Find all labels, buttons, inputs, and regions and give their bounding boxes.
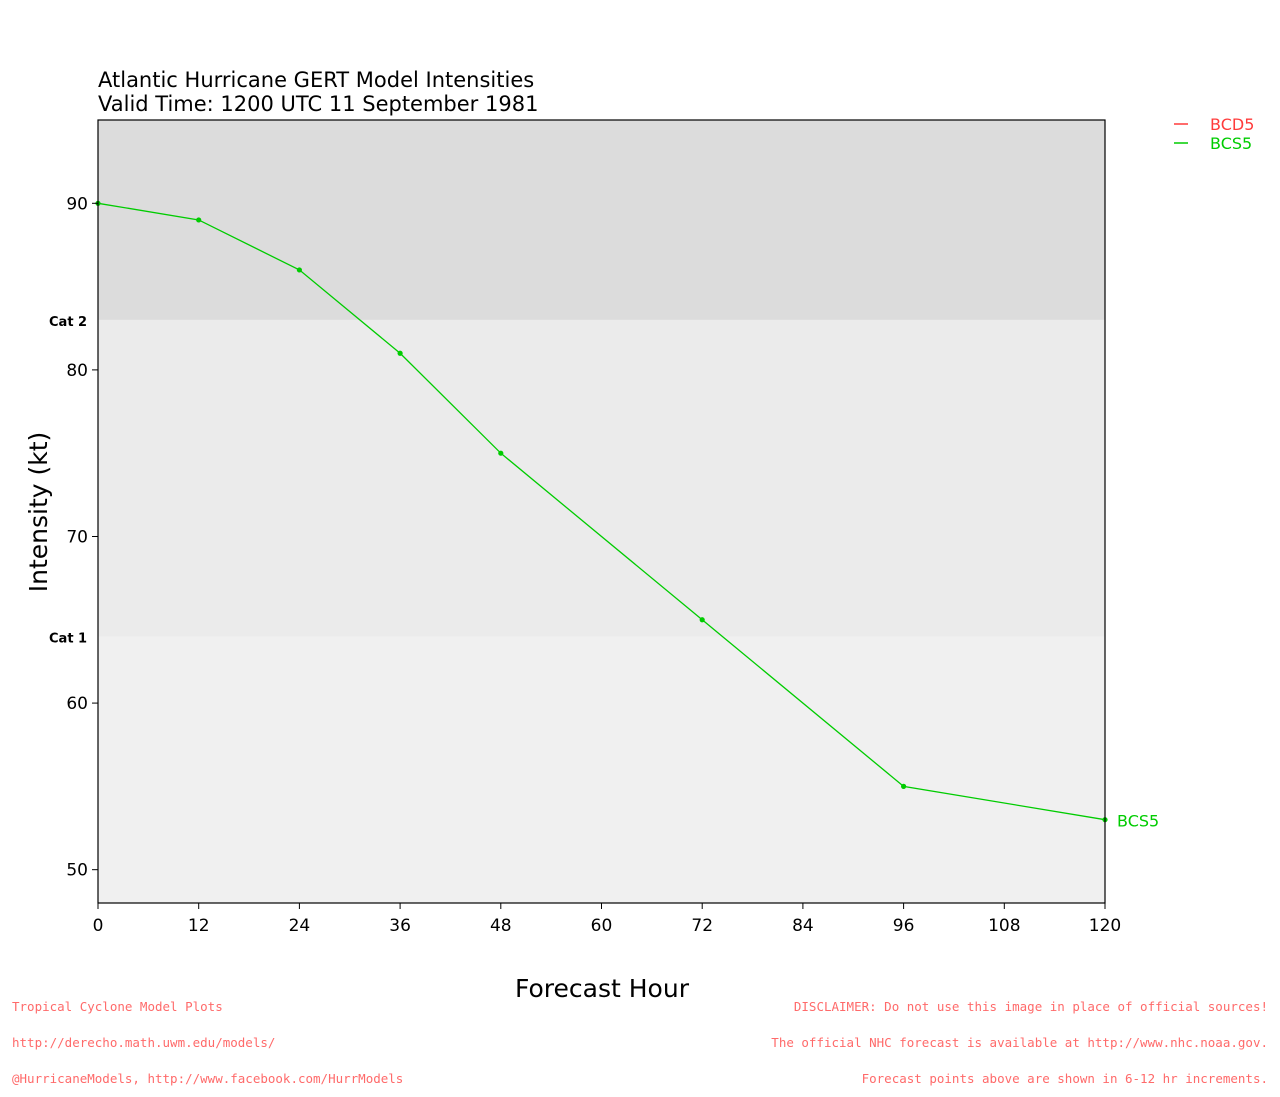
legend-label-bcs5: BCS5: [1210, 134, 1252, 153]
y-tick-label: 90: [66, 194, 88, 214]
x-tick-label: 72: [691, 916, 713, 936]
series-end-label: BCS5: [1117, 812, 1159, 831]
footer-left: Tropical Cyclone Model Plots http://dere…: [12, 977, 403, 1097]
chart-title: Atlantic Hurricane GERT Model Intensitie…: [98, 68, 534, 92]
footer-right-line: The official NHC forecast is available a…: [771, 1035, 1268, 1050]
footer-left-line: http://derecho.math.uwm.edu/models/: [12, 1035, 276, 1050]
category-label: Cat 1: [49, 631, 87, 646]
x-tick-label: 36: [389, 916, 411, 936]
y-tick-label: 80: [66, 361, 88, 381]
x-tick-label: 12: [188, 916, 210, 936]
intensity-chart: Atlantic Hurricane GERT Model Intensitie…: [24, 68, 1254, 1003]
data-point: [699, 617, 705, 623]
y-tick-label: 50: [66, 861, 88, 881]
x-tick-label: 108: [988, 916, 1020, 936]
footer-left-line: @HurricaneModels, http://www.facebook.co…: [12, 1071, 404, 1086]
legend-label-bcd5: BCD5: [1210, 115, 1254, 134]
footer-right-line: DISCLAIMER: Do not use this image in pla…: [793, 999, 1268, 1014]
x-axis-label: Forecast Hour: [515, 974, 690, 1003]
x-tick-label: 24: [289, 916, 311, 936]
data-point: [296, 267, 302, 273]
x-tick-label: 120: [1089, 916, 1121, 936]
chart-subtitle: Valid Time: 1200 UTC 11 September 1981: [98, 92, 538, 116]
x-tick-label: 60: [591, 916, 613, 936]
x-tick-label: 48: [490, 916, 512, 936]
footer-right-line: Forecast points above are shown in 6-12 …: [861, 1071, 1268, 1086]
series-line-bcs5: [97, 202, 1106, 821]
y-tick-label: 70: [66, 527, 88, 547]
data-point: [196, 217, 202, 223]
footer-right: DISCLAIMER: Do not use this image in pla…: [771, 977, 1268, 1097]
band-cat-2: [98, 120, 1105, 320]
data-point: [901, 783, 907, 789]
x-tick-label: 96: [893, 916, 915, 936]
category-label: Cat 2: [49, 315, 87, 330]
band-cat-1: [98, 319, 1105, 637]
y-tick-label: 60: [66, 694, 88, 714]
data-point: [397, 350, 403, 356]
band-below-cat1: [98, 636, 1105, 903]
x-tick-label: 84: [792, 916, 814, 936]
x-tick-label: 0: [93, 916, 104, 936]
footer-left-line: Tropical Cyclone Model Plots: [12, 999, 223, 1014]
y-axis-label: Intensity (kt): [24, 432, 53, 593]
data-point: [498, 450, 504, 456]
